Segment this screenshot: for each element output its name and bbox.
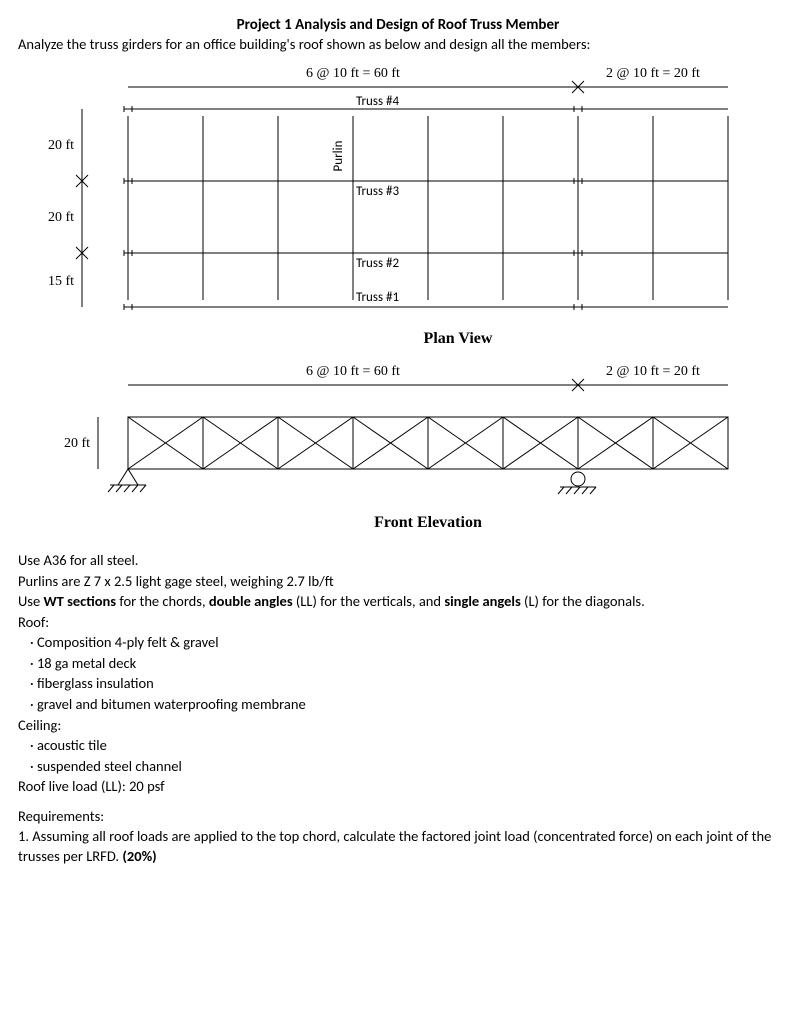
svg-text:2 @ 10 ft = 20 ft: 2 @ 10 ft = 20 ft <box>606 66 700 81</box>
svg-text:Front Elevation: Front Elevation <box>374 514 482 531</box>
roof-item: · Composition 4-ply felt & gravel <box>18 633 778 653</box>
page-title: Project 1 Analysis and Design of Roof Tr… <box>18 16 778 34</box>
spec-sections: Use WT sections for the chords, double a… <box>18 592 778 612</box>
svg-text:2 @ 10 ft = 20 ft: 2 @ 10 ft = 20 ft <box>606 364 700 379</box>
ceiling-header: Ceiling: <box>18 716 778 736</box>
ceiling-item: · acoustic tile <box>18 736 778 756</box>
svg-text:Truss #4: Truss #4 <box>356 94 399 109</box>
spec-steel: Use A36 for all steel. <box>18 551 778 571</box>
roof-header: Roof: <box>18 613 778 633</box>
ceiling-item: · suspended steel channel <box>18 757 778 777</box>
svg-text:6 @ 10 ft = 60 ft: 6 @ 10 ft = 60 ft <box>306 66 400 81</box>
svg-text:Truss #1: Truss #1 <box>356 290 399 305</box>
live-load: Roof live load (LL): 20 psf <box>18 777 778 797</box>
svg-text:Plan View: Plan View <box>424 330 493 347</box>
svg-text:6 @ 10 ft = 60 ft: 6 @ 10 ft = 60 ft <box>306 364 400 379</box>
intro-text: Analyze the truss girders for an office … <box>18 35 778 53</box>
svg-text:20 ft: 20 ft <box>48 138 74 153</box>
svg-text:Purlin: Purlin <box>331 140 346 171</box>
spec-purlins: Purlins are Z 7 x 2.5 light gage steel, … <box>18 572 778 592</box>
svg-text:20 ft: 20 ft <box>64 436 90 451</box>
roof-item: · fiberglass insulation <box>18 674 778 694</box>
svg-text:Truss #2: Truss #2 <box>356 256 399 271</box>
plan-view-diagram: 6 @ 10 ft = 60 ft 2 @ 10 ft = 20 ft 20 f… <box>38 61 758 351</box>
svg-text:20 ft: 20 ft <box>48 210 74 225</box>
roof-item: · 18 ga metal deck <box>18 654 778 674</box>
requirement-1: 1. Assuming all roof loads are applied t… <box>18 827 778 866</box>
svg-text:Truss #3: Truss #3 <box>356 184 399 199</box>
svg-text:15 ft: 15 ft <box>48 274 74 289</box>
requirements-header: Requirements: <box>18 807 778 827</box>
front-elevation-diagram: 6 @ 10 ft = 60 ft 2 @ 10 ft = 20 ft 20 f… <box>38 359 758 549</box>
roof-item: · gravel and bitumen waterproofing membr… <box>18 695 778 715</box>
